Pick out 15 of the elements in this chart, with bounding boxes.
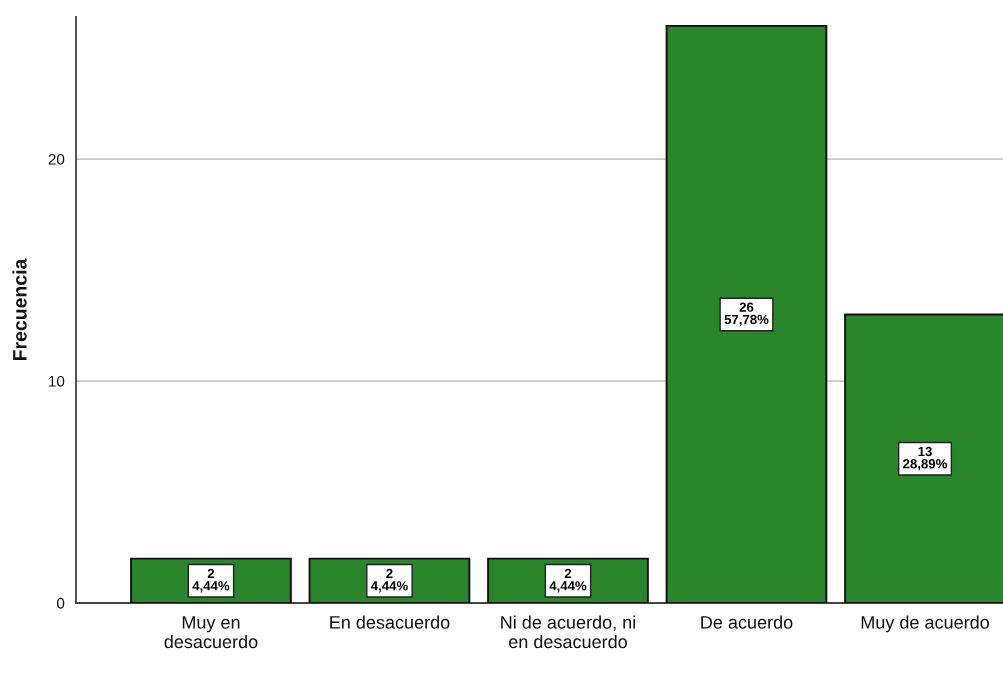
data-label: 2 4,44%	[370, 568, 408, 593]
data-label: 26 57,78%	[724, 302, 769, 327]
y-tick-label: 10	[49, 375, 65, 387]
x-tick-label: Muy de acuerdo	[861, 615, 989, 633]
bar	[665, 24, 828, 603]
y-axis-title: Frecuencia	[12, 258, 27, 361]
x-tick-label: De acuerdo	[701, 615, 793, 629]
y-tick-label: 20	[48, 153, 65, 165]
x-tick-label: Muy en desacuerdo	[164, 616, 258, 649]
x-tick-label: Ni de acuerdo, ni en desacuerdo	[501, 615, 636, 649]
x-tick-label: En desacuerdo	[330, 615, 450, 629]
data-label: 13 28,89%	[903, 446, 948, 471]
data-label: 2 4,44%	[549, 568, 587, 593]
data-label: 2 4,44%	[192, 568, 230, 593]
y-tick-label: 0	[56, 597, 65, 609]
